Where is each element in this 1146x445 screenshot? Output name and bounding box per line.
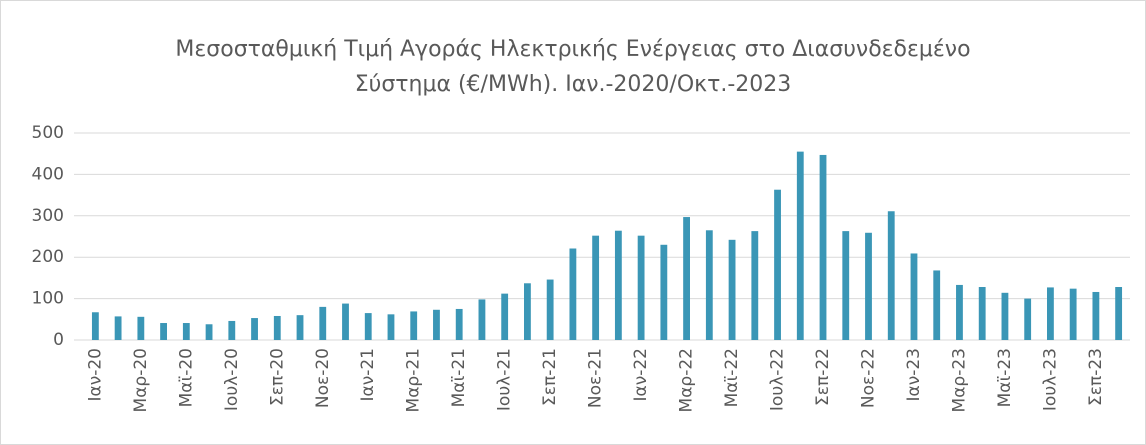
bar [228,320,236,340]
bar [592,235,600,340]
bar [319,306,327,340]
bar [1092,291,1100,340]
bar [524,283,531,340]
bar [137,316,145,340]
x-tick-label: Ιαν-22 [631,348,651,401]
x-tick-label: Ιουλ-23 [1040,348,1060,411]
x-tick-label: Ιαν-20 [85,348,105,401]
bar [910,253,918,340]
bar [956,284,963,340]
bar [842,231,850,340]
x-tick-label: Μαϊ-23 [995,348,1015,407]
bar [796,151,804,340]
x-tick-label: Μαρ-22 [677,348,697,412]
bar [751,231,759,340]
bar [978,287,986,340]
y-tick-label: 300 [32,206,64,226]
bar [1115,287,1123,340]
x-tick-label: Μαϊ-20 [176,348,196,407]
bar [182,323,190,340]
x-tick-label: Μαϊ-21 [449,348,469,407]
x-tick-label: Ιαν-21 [358,348,378,401]
y-tick-label: 200 [32,247,64,267]
x-tick-label: Ιουλ-21 [495,348,515,411]
bar [342,303,349,340]
x-tick-label: Νοε-21 [586,348,606,408]
bar [1047,287,1054,340]
bar [114,316,122,340]
bar [410,311,418,340]
x-tick-label: Ιουλ-22 [768,348,788,411]
x-tick-label: Σεπ-22 [813,348,833,406]
x-tick-label: Ιαν-23 [904,348,924,401]
bar [1024,298,1032,340]
y-tick-label: 0 [53,330,64,350]
bar [160,323,167,340]
x-tick-label: Σεπ-23 [1086,348,1106,406]
bar [455,308,463,340]
x-tick-label: Μαρ-21 [404,348,424,412]
bar [705,230,713,340]
bar [1069,288,1077,340]
bar [364,313,372,340]
bar [478,299,486,340]
bar [569,248,577,340]
bar [774,189,781,340]
y-tick-label: 100 [32,289,64,309]
bar [637,235,645,340]
bar [433,309,440,340]
bar [273,315,281,340]
chart-title: Σύστημα (€/MWh). Ιαν.-2020/Οκτ.-2023 [355,72,792,97]
bar [683,217,690,340]
x-tick-label: Σεπ-20 [267,348,287,406]
x-tick-label: Σεπ-21 [540,348,560,406]
y-tick-label: 500 [32,123,64,143]
x-tick-label: Ιουλ-20 [222,348,242,411]
x-tick-label: Νοε-22 [859,348,879,408]
bar [205,324,213,340]
bar [501,293,509,340]
bar [660,244,668,340]
bar [887,211,895,340]
bar [91,312,99,340]
bar [819,154,827,340]
chart-title: Μεσοσταθμική Τιμή Αγοράς Ηλεκτρικής Ενέρ… [175,37,970,62]
x-tick-label: Μαρ-23 [949,348,969,412]
bar [728,239,736,340]
bar [387,314,395,340]
x-tick-label: Νοε-20 [313,348,333,408]
x-tick-label: Μαϊ-22 [722,348,742,407]
x-tick-label: Μαρ-20 [131,348,151,412]
bar [933,270,941,340]
bar [614,230,622,340]
bar [546,279,554,340]
bar [1001,292,1009,340]
bar [865,232,872,340]
bar [251,318,258,340]
bar [296,315,304,340]
y-tick-label: 400 [32,164,64,184]
